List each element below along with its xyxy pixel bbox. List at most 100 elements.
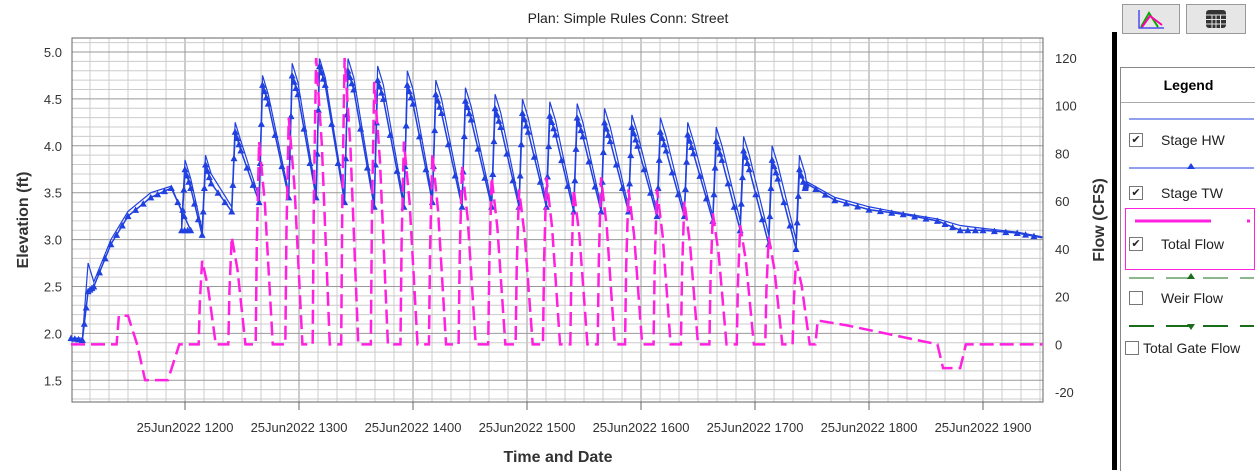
- stage-tw-marker: [865, 206, 873, 213]
- stage-tw-marker: [191, 200, 198, 207]
- stage-tw-marker: [259, 81, 267, 88]
- stage-tw-marker: [797, 172, 805, 179]
- stage-tw-marker: [431, 126, 439, 134]
- stage-tw-marker: [316, 62, 324, 70]
- stage-tw-marker: [174, 198, 182, 206]
- stage-tw-marker: [386, 131, 394, 138]
- chart-title: Plan: Simple Rules Conn: Street: [528, 10, 729, 26]
- stage-tw-marker: [230, 154, 238, 162]
- stage-tw-marker: [627, 151, 635, 159]
- x-tick-label: 25Jun2022 1700: [707, 420, 804, 435]
- stage-tw-marker: [495, 117, 503, 124]
- legend-item-total-flow[interactable]: ✔ Total Flow: [1129, 236, 1224, 252]
- stage-tw-marker: [630, 129, 638, 137]
- stage-tw-marker: [571, 176, 579, 184]
- y-left-tick-label: 3.0: [44, 233, 62, 248]
- checkbox[interactable]: [1129, 291, 1143, 305]
- stage-tw-marker: [490, 137, 498, 145]
- stage-tw-marker: [536, 178, 544, 185]
- stage-tw-marker: [770, 162, 778, 170]
- total-flow-line: [71, 57, 1043, 382]
- stage-tw-marker: [194, 215, 202, 223]
- stage-tw-marker: [255, 198, 263, 206]
- stage-tw-marker: [979, 226, 987, 234]
- stage-tw-marker: [655, 156, 663, 163]
- stage-tw-marker: [221, 198, 229, 206]
- stage-tw-marker: [357, 125, 365, 132]
- checkbox[interactable]: ✔: [1129, 186, 1143, 200]
- stage-tw-marker: [802, 179, 810, 187]
- stage-tw-marker: [786, 222, 794, 229]
- stage-tw-marker: [509, 176, 517, 184]
- legend-item-stage-hw[interactable]: ✔ Stage HW: [1129, 132, 1225, 148]
- stage-tw-marker: [235, 140, 243, 148]
- stage-tw-marker: [82, 303, 90, 311]
- stage-tw-marker: [1002, 228, 1010, 236]
- stage-tw-marker: [712, 137, 720, 145]
- checkbox[interactable]: ✔: [1129, 237, 1143, 251]
- stage-tw-marker: [432, 90, 440, 98]
- legend-label: Weir Flow: [1161, 290, 1223, 306]
- stage-tw-marker: [949, 223, 957, 231]
- table-icon: [1206, 10, 1226, 28]
- stage-tw-marker: [718, 156, 726, 163]
- stage-tw-marker: [577, 126, 585, 134]
- stage-tw-marker: [290, 78, 298, 85]
- stage-tw-marker: [579, 132, 587, 140]
- stage-tw-marker: [465, 109, 473, 117]
- stage-tw-marker: [154, 190, 162, 198]
- stage-tw-marker: [363, 164, 371, 171]
- checkbox[interactable]: ✔: [1129, 133, 1143, 147]
- legend-title: Legend: [1121, 68, 1255, 103]
- stage-tw-marker: [689, 149, 697, 157]
- stage-tw-marker: [647, 189, 654, 196]
- stage-tw-marker: [990, 227, 998, 235]
- stage-tw-marker: [517, 140, 525, 148]
- stage-tw-marker: [491, 104, 499, 112]
- stage-tw-marker: [564, 182, 572, 189]
- stage-tw-marker: [922, 215, 930, 222]
- stage-tw-marker: [205, 173, 213, 181]
- stage-tw-marker: [618, 184, 626, 192]
- stage-tw-marker: [768, 156, 776, 163]
- total-gate-flow-swatch: [1129, 324, 1254, 330]
- stage-tw-marker: [876, 207, 884, 215]
- y-left-tick-label: 2.5: [44, 280, 62, 295]
- plot-view-button[interactable]: [1122, 4, 1180, 34]
- stage-tw-marker: [522, 121, 530, 129]
- stage-tw-marker: [899, 210, 907, 218]
- stage-tw-marker: [436, 103, 444, 110]
- y-left-tick-label: 5.0: [44, 45, 62, 60]
- stage-tw-marker: [933, 217, 941, 224]
- y-left-tick-label: 4.0: [44, 139, 62, 154]
- stage-tw-marker: [160, 187, 168, 195]
- stage-tw-marker: [774, 175, 782, 182]
- stage-tw-marker: [321, 81, 329, 88]
- stage-tw-marker: [656, 128, 664, 135]
- stage-tw-marker: [257, 120, 265, 127]
- stage-tw-marker: [716, 150, 724, 157]
- stage-tw-marker: [379, 95, 387, 102]
- checkbox[interactable]: [1125, 341, 1139, 355]
- stage-tw-marker: [634, 142, 642, 149]
- stage-tw-marker: [674, 190, 682, 198]
- legend-item-stage-tw[interactable]: ✔ Stage TW: [1129, 185, 1223, 201]
- stage-tw-marker: [78, 336, 86, 343]
- stage-tw-marker: [546, 112, 554, 119]
- stage-tw-marker: [752, 190, 760, 198]
- y-right-axis-label: Flow (CFS): [1091, 178, 1108, 262]
- stage-tw-marker: [207, 179, 215, 187]
- legend-label: Total Flow: [1161, 236, 1225, 252]
- stage-tw-marker: [271, 131, 279, 138]
- table-view-button[interactable]: [1186, 4, 1246, 34]
- stage-tw-marker: [214, 189, 222, 196]
- stage-tw-marker: [516, 172, 524, 179]
- stage-tw-marker: [737, 200, 745, 207]
- y-left-tick-label: 2.0: [44, 326, 62, 341]
- stage-tw-marker: [795, 165, 803, 173]
- legend-item-total-gate-flow[interactable]: Total Gate Flow: [1125, 340, 1240, 356]
- stage-tw-marker: [794, 192, 802, 199]
- legend-item-weir-flow[interactable]: Weir Flow: [1129, 290, 1223, 306]
- splitter[interactable]: [1112, 32, 1117, 470]
- stage-tw-marker: [696, 172, 704, 179]
